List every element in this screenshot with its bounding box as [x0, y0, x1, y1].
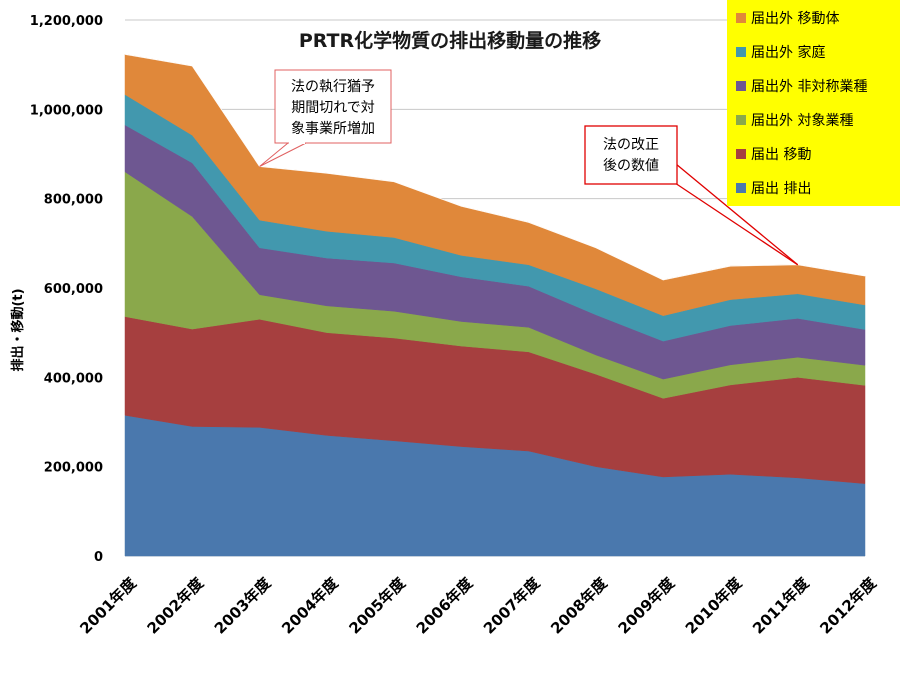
- chart-title: PRTR化学物質の排出移動量の推移: [299, 29, 601, 52]
- x-tick-label: 2011年度: [749, 573, 813, 637]
- stack-top-line: [124, 53, 866, 281]
- legend-swatch: [736, 13, 746, 23]
- x-tick-label: 2002年度: [144, 573, 208, 637]
- x-tick-label: 2001年度: [76, 573, 140, 637]
- callout-box: [584, 125, 678, 185]
- x-tick-label: 2009年度: [615, 573, 679, 637]
- y-tick-label: 1,000,000: [30, 103, 103, 118]
- callout-text: 象事業所増加: [291, 121, 375, 137]
- y-tick-label: 800,000: [44, 193, 103, 208]
- y-axis-ticks: 0 200,000 400,000 600,000 800,000 1,000,000 1,…: [30, 14, 103, 565]
- legend-label: 届出外 対象業種: [751, 113, 853, 129]
- callout-text: 後の数値: [603, 158, 659, 174]
- y-axis-label: 排出・移動(t): [10, 288, 26, 371]
- x-tick-label: 2003年度: [211, 573, 275, 637]
- legend-swatch: [736, 149, 746, 159]
- x-tick-label: 2012年度: [816, 573, 880, 637]
- x-tick-label: 2007年度: [480, 573, 544, 637]
- callout-text: 法の改正: [603, 137, 659, 153]
- legend-swatch: [736, 115, 746, 125]
- callout-leader: [671, 180, 799, 266]
- legend-swatch: [736, 183, 746, 193]
- legend-swatch: [736, 47, 746, 57]
- stacked-areas: [124, 53, 866, 557]
- x-tick-label: 2008年度: [547, 573, 611, 637]
- x-tick-label: 2006年度: [413, 573, 477, 637]
- x-tick-label: 2010年度: [682, 573, 746, 637]
- y-tick-label: 1,200,000: [30, 14, 103, 29]
- y-tick-label: 400,000: [44, 371, 103, 386]
- legend-swatch: [736, 81, 746, 91]
- y-tick-label: 0: [94, 550, 103, 565]
- callout-joint: [289, 142, 305, 144]
- legend-label: 届出外 非対称業種: [751, 79, 867, 95]
- callout-text: 期間切れで対: [291, 100, 375, 116]
- x-tick-label: 2004年度: [278, 573, 342, 637]
- x-tick-label: 2005年度: [345, 573, 409, 637]
- callout-leader: [675, 163, 799, 266]
- y-tick-label: 200,000: [44, 461, 103, 476]
- legend-label: 届出外 移動体: [751, 11, 839, 27]
- callout-text: 法の執行猶予: [291, 79, 375, 95]
- x-axis-ticks: 2001年度 2002年度 2003年度 2004年度 2005年度 2006年度 2007…: [76, 573, 880, 637]
- legend-label: 届出 移動: [751, 147, 811, 163]
- y-tick-label: 600,000: [44, 282, 103, 297]
- legend-label: 届出 排出: [751, 181, 811, 197]
- legend-label: 届出外 家庭: [751, 44, 825, 61]
- callout-pointer: [259, 142, 307, 167]
- callout-box: [274, 69, 392, 144]
- legend-box: [727, 0, 900, 206]
